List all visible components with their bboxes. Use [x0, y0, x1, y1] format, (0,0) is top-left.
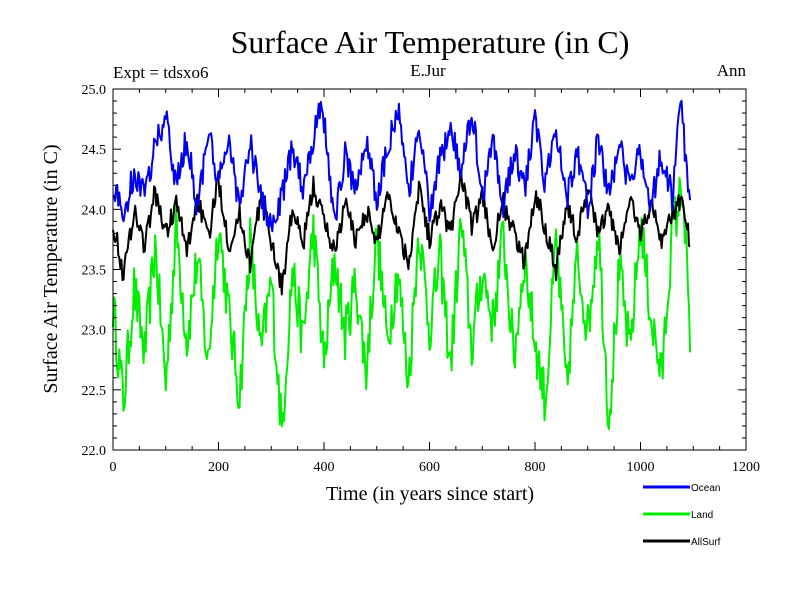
legend-label-allsurf: AllSurf [691, 537, 721, 548]
legend-label-land: Land [691, 510, 713, 521]
legend: Ocean Land AllSurf [643, 483, 721, 548]
x-tick-label: 600 [419, 460, 440, 475]
y-tick-label: 24.5 [82, 143, 107, 158]
x-tick-label: 400 [314, 460, 335, 475]
chart-title: Surface Air Temperature (in C) [231, 24, 630, 60]
y-tick-label: 22.5 [82, 384, 107, 399]
series-layer [112, 99, 692, 431]
axes-layer: 0 200 400 600 800 1000 1200 22.0 22.5 23.0 23.5 24.… [82, 83, 761, 475]
y-tick-label: 25.0 [82, 83, 107, 98]
y-tick-label: 22.0 [82, 444, 107, 459]
x-tick-label: 200 [208, 460, 229, 475]
plot-frame [112, 88, 747, 451]
x-tick-label: 1200 [732, 460, 760, 475]
x-tick-label: 1000 [627, 460, 655, 475]
x-tick-label: 800 [525, 460, 546, 475]
y-tick-label: 23.5 [82, 264, 107, 279]
season-label: Ann [717, 61, 747, 80]
series-line-allsurf [112, 171, 691, 296]
x-axis-label: Time (in years since start) [326, 483, 534, 505]
region-label: E.Jur [410, 61, 446, 80]
series-line-land [112, 176, 692, 431]
y-axis-label: Surface Air Temperature (in C) [40, 144, 62, 393]
x-tick-label: 0 [110, 460, 117, 475]
legend-label-ocean: Ocean [691, 483, 720, 494]
experiment-label: Expt = tdsxo6 [113, 63, 209, 82]
y-tick-label: 24.0 [82, 203, 107, 218]
series-line-ocean [112, 99, 692, 233]
y-tick-label: 23.0 [82, 324, 107, 339]
